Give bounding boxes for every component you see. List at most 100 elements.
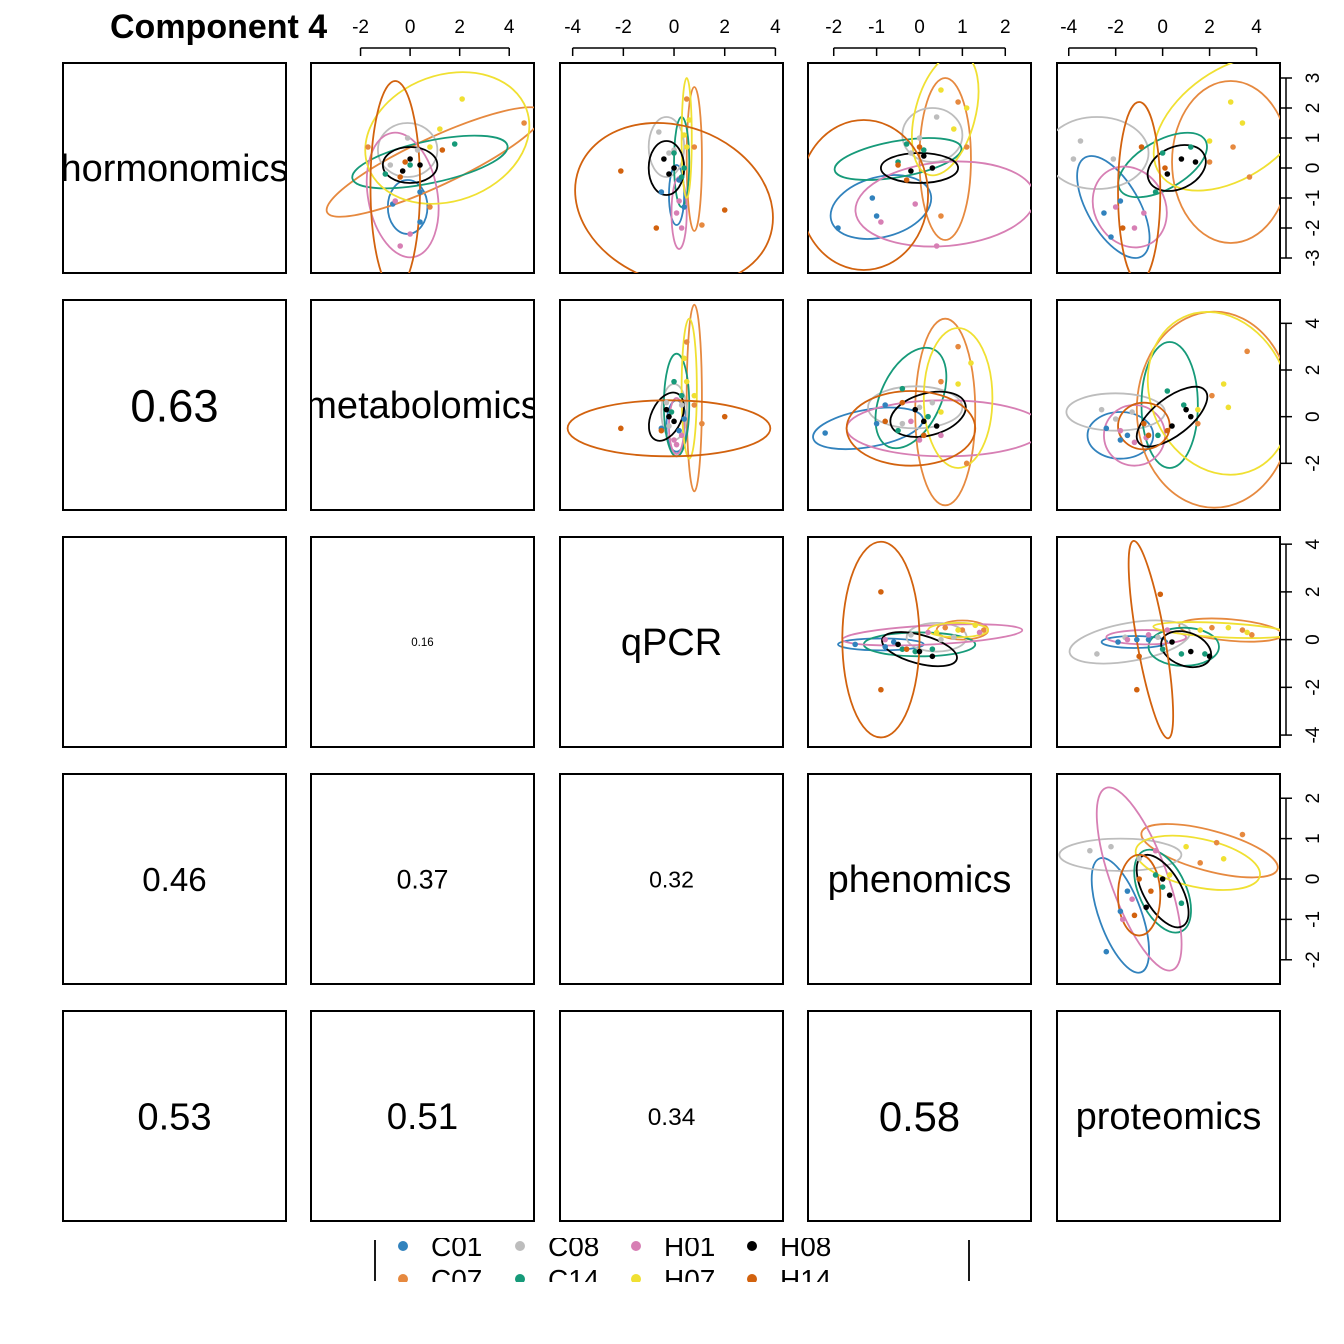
ellipse-C14 — [833, 137, 963, 181]
point-H07 — [955, 381, 961, 387]
point-H07 — [427, 144, 433, 150]
panel-3-1 — [310, 773, 535, 985]
point-H01 — [925, 629, 931, 636]
panel-1-1 — [310, 299, 535, 511]
panel-2-1 — [310, 536, 535, 748]
point-C01 — [1117, 437, 1124, 443]
point-H08 — [1169, 423, 1175, 429]
ellipse-H08 — [889, 390, 967, 438]
legend-swatch — [515, 1241, 525, 1251]
point-C14 — [1188, 144, 1194, 150]
legend-label: H01 — [664, 1231, 715, 1262]
point-C08 — [916, 404, 923, 411]
ellipse-C07 — [1171, 80, 1280, 244]
right-axis-tick-label: 1 — [1303, 833, 1324, 844]
point-C08 — [938, 636, 944, 643]
point-C07 — [963, 144, 970, 150]
point-H08 — [1188, 413, 1194, 420]
point-C07 — [427, 204, 433, 210]
point-C07 — [955, 343, 961, 350]
scatter-panel-metabolomics-hormonomics — [325, 71, 534, 273]
legend-label: H08 — [780, 1231, 831, 1262]
legend-label: C08 — [548, 1231, 599, 1262]
right-axis-tick-label: -3 — [1303, 250, 1324, 267]
point-H07 — [1227, 99, 1234, 105]
point-C08 — [1129, 409, 1135, 415]
point-H08 — [908, 168, 914, 174]
ellipse-H07 — [911, 63, 980, 177]
point-H14 — [1157, 591, 1164, 598]
point-H01 — [397, 243, 404, 249]
point-C14 — [668, 409, 675, 415]
panel-2-2 — [559, 536, 784, 748]
legend-swatch — [398, 1241, 408, 1251]
right-axis-tick-label: -2 — [1303, 455, 1324, 472]
ellipse-H08 — [647, 391, 685, 442]
point-C08 — [1136, 856, 1142, 862]
point-C08 — [929, 399, 936, 406]
top-axis-tick-label: -2 — [352, 17, 369, 38]
point-C07 — [683, 339, 690, 345]
right-axis-tick-label: 4 — [1303, 538, 1324, 549]
point-H01 — [678, 432, 685, 439]
point-H01 — [976, 629, 983, 636]
point-H07 — [1166, 872, 1173, 878]
legend-swatch — [747, 1274, 757, 1282]
correlation-label: 0.37 — [397, 865, 449, 895]
point-H08 — [895, 641, 901, 648]
ellipse-C07 — [685, 303, 703, 493]
point-H01 — [1141, 210, 1147, 216]
point-C08 — [414, 147, 421, 153]
panel-0-0 — [62, 62, 287, 274]
correlation-label: 0.16 — [411, 637, 433, 649]
ellipse-H07 — [922, 327, 994, 469]
point-H08 — [1183, 406, 1189, 413]
point-C07 — [959, 627, 966, 633]
point-C14 — [1152, 872, 1159, 878]
right-axis-tick-label: 2 — [1303, 587, 1324, 598]
point-C01 — [417, 189, 423, 195]
block-label-hormonomics: hormonomics — [60, 148, 288, 190]
legend-item-C01: C01 — [398, 1238, 482, 1262]
point-H14 — [618, 168, 624, 174]
point-H01 — [1131, 439, 1138, 446]
point-C08 — [404, 135, 411, 141]
top-axis-tick-label: -1 — [868, 17, 885, 38]
point-C07 — [1239, 627, 1246, 633]
top-axis-tick-label: -2 — [615, 17, 632, 38]
ellipse-H14 — [845, 390, 977, 467]
ellipse-C08 — [867, 385, 964, 430]
panel-4-2 — [559, 1010, 784, 1222]
top-axis-tick-label: 2 — [1204, 17, 1215, 38]
ellipse-C07 — [1178, 617, 1280, 643]
point-C14 — [920, 147, 927, 153]
legend-swatch — [515, 1274, 525, 1282]
ellipse-C01 — [1086, 411, 1155, 460]
point-H14 — [1138, 144, 1145, 150]
point-C14 — [903, 141, 910, 147]
point-C14 — [925, 413, 931, 420]
point-C01 — [681, 204, 687, 210]
block-label-proteomics: proteomics — [1076, 1096, 1262, 1138]
point-H08 — [663, 406, 670, 413]
ellipse-H14 — [369, 80, 421, 273]
panel-4-0 — [62, 1010, 287, 1222]
scatter-panel-proteomics-metabolomics — [1065, 310, 1280, 509]
point-H01 — [916, 437, 923, 443]
point-H14 — [903, 646, 910, 652]
point-H01 — [671, 437, 677, 443]
point-C07 — [1197, 860, 1203, 866]
right-axis-tick-label: 0 — [1303, 634, 1324, 645]
point-C07 — [1209, 392, 1215, 399]
point-H07 — [691, 392, 698, 399]
point-H08 — [920, 153, 927, 159]
point-C14 — [912, 648, 919, 655]
scatter-panel-qPCR-hormonomics — [574, 77, 774, 273]
point-H08 — [671, 165, 677, 171]
correlation-label: 0.63 — [130, 380, 218, 431]
legend-swatch — [398, 1274, 408, 1282]
point-H08 — [916, 648, 923, 655]
legend-item-H08: H08 — [747, 1231, 831, 1262]
point-C14 — [1159, 884, 1166, 890]
ellipse-H14 — [808, 119, 929, 271]
